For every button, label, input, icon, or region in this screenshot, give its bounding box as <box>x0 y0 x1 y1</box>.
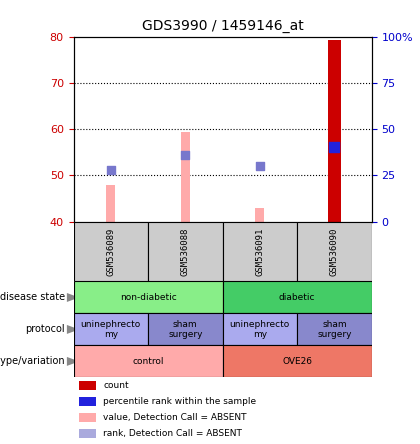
Bar <box>79 429 96 438</box>
Point <box>331 143 338 151</box>
Text: value, Detection Call = ABSENT: value, Detection Call = ABSENT <box>103 413 247 422</box>
Bar <box>74 345 223 377</box>
Bar <box>148 222 223 281</box>
Text: OVE26: OVE26 <box>282 357 312 366</box>
Text: control: control <box>132 357 164 366</box>
Polygon shape <box>67 293 79 302</box>
Text: uninephrecto
my: uninephrecto my <box>81 320 141 339</box>
Bar <box>79 381 96 390</box>
Text: rank, Detection Call = ABSENT: rank, Detection Call = ABSENT <box>103 429 242 438</box>
Bar <box>74 222 148 281</box>
Bar <box>181 132 190 222</box>
Bar <box>106 185 115 222</box>
Bar <box>79 413 96 422</box>
Bar <box>223 345 372 377</box>
Text: diabetic: diabetic <box>279 293 315 302</box>
Bar <box>255 208 264 222</box>
Point <box>108 166 114 173</box>
Text: sham
surgery: sham surgery <box>317 320 352 339</box>
Text: uninephrecto
my: uninephrecto my <box>230 320 290 339</box>
Bar <box>74 313 148 345</box>
Bar <box>297 313 372 345</box>
Text: non-diabetic: non-diabetic <box>120 293 176 302</box>
Bar <box>223 313 297 345</box>
Text: GSM536088: GSM536088 <box>181 227 190 276</box>
Text: GSM536091: GSM536091 <box>255 227 264 276</box>
Text: count: count <box>103 381 129 390</box>
Point <box>257 163 263 170</box>
Bar <box>328 40 341 222</box>
Text: GSM536089: GSM536089 <box>106 227 115 276</box>
Text: protocol: protocol <box>25 325 65 334</box>
Bar <box>79 397 96 406</box>
Text: GSM536090: GSM536090 <box>330 227 339 276</box>
Bar <box>297 222 372 281</box>
Point <box>182 151 189 159</box>
Text: sham
surgery: sham surgery <box>168 320 202 339</box>
Bar <box>148 313 223 345</box>
Text: disease state: disease state <box>0 293 65 302</box>
Bar <box>223 281 372 313</box>
Polygon shape <box>67 325 79 334</box>
Bar <box>74 281 223 313</box>
Text: percentile rank within the sample: percentile rank within the sample <box>103 397 257 406</box>
Polygon shape <box>67 357 79 366</box>
Text: genotype/variation: genotype/variation <box>0 357 65 366</box>
Title: GDS3990 / 1459146_at: GDS3990 / 1459146_at <box>142 20 304 33</box>
Bar <box>223 222 297 281</box>
